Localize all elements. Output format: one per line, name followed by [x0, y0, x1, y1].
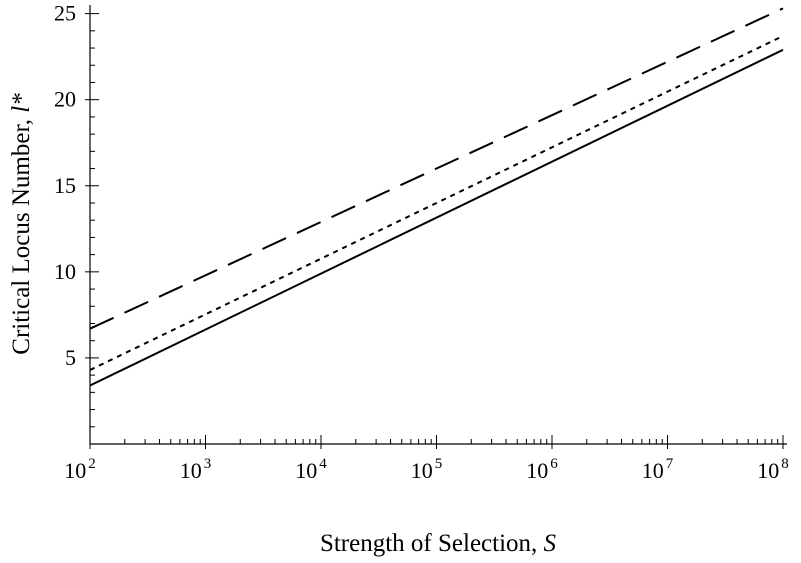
x-tick-base: 10 [526, 458, 548, 483]
x-tick-label: 10 5 [411, 456, 443, 483]
x-axis-title: Strength of Selection, S [320, 530, 557, 557]
x-tick-base: 10 [180, 458, 202, 483]
x-tick-exponent: 6 [550, 456, 558, 472]
x-tick-label: 10 8 [757, 456, 789, 483]
x-tick-label: 10 4 [295, 456, 327, 483]
x-tick-exponent: 3 [204, 456, 212, 472]
x-tick-base: 10 [64, 458, 86, 483]
x-tick-base: 10 [411, 458, 433, 483]
y-tick-label: 20 [54, 87, 76, 112]
x-tick-base: 10 [642, 458, 664, 483]
x-tick-label: 10 6 [526, 456, 558, 483]
y-tick-label: 5 [65, 345, 76, 370]
x-tick-label: 10 2 [64, 456, 96, 483]
y-tick-label: 10 [54, 259, 76, 284]
x-tick-label: 10 3 [180, 456, 212, 483]
y-tick-label: 15 [54, 173, 76, 198]
y-axis-ticks: 5 10 15 20 25 [54, 1, 99, 428]
x-tick-exponent: 5 [435, 456, 443, 472]
y-tick-label: 25 [54, 1, 76, 26]
series-line-dotted [89, 35, 784, 371]
x-tick-exponent: 7 [666, 456, 674, 472]
x-axis-ticks: 10 2 10 3 10 4 10 5 10 6 10 7 10 8 [64, 435, 789, 483]
series-line-solid [89, 48, 784, 387]
x-tick-exponent: 2 [88, 456, 96, 472]
x-tick-label: 10 7 [642, 456, 674, 483]
x-tick-exponent: 4 [319, 456, 327, 472]
series-line-dashed [89, 7, 784, 330]
series-lines [89, 7, 784, 387]
y-axis-title: Critical Locus Number, l* [8, 93, 35, 355]
x-tick-base: 10 [295, 458, 317, 483]
x-tick-base: 10 [757, 458, 779, 483]
x-tick-exponent: 8 [781, 456, 789, 472]
